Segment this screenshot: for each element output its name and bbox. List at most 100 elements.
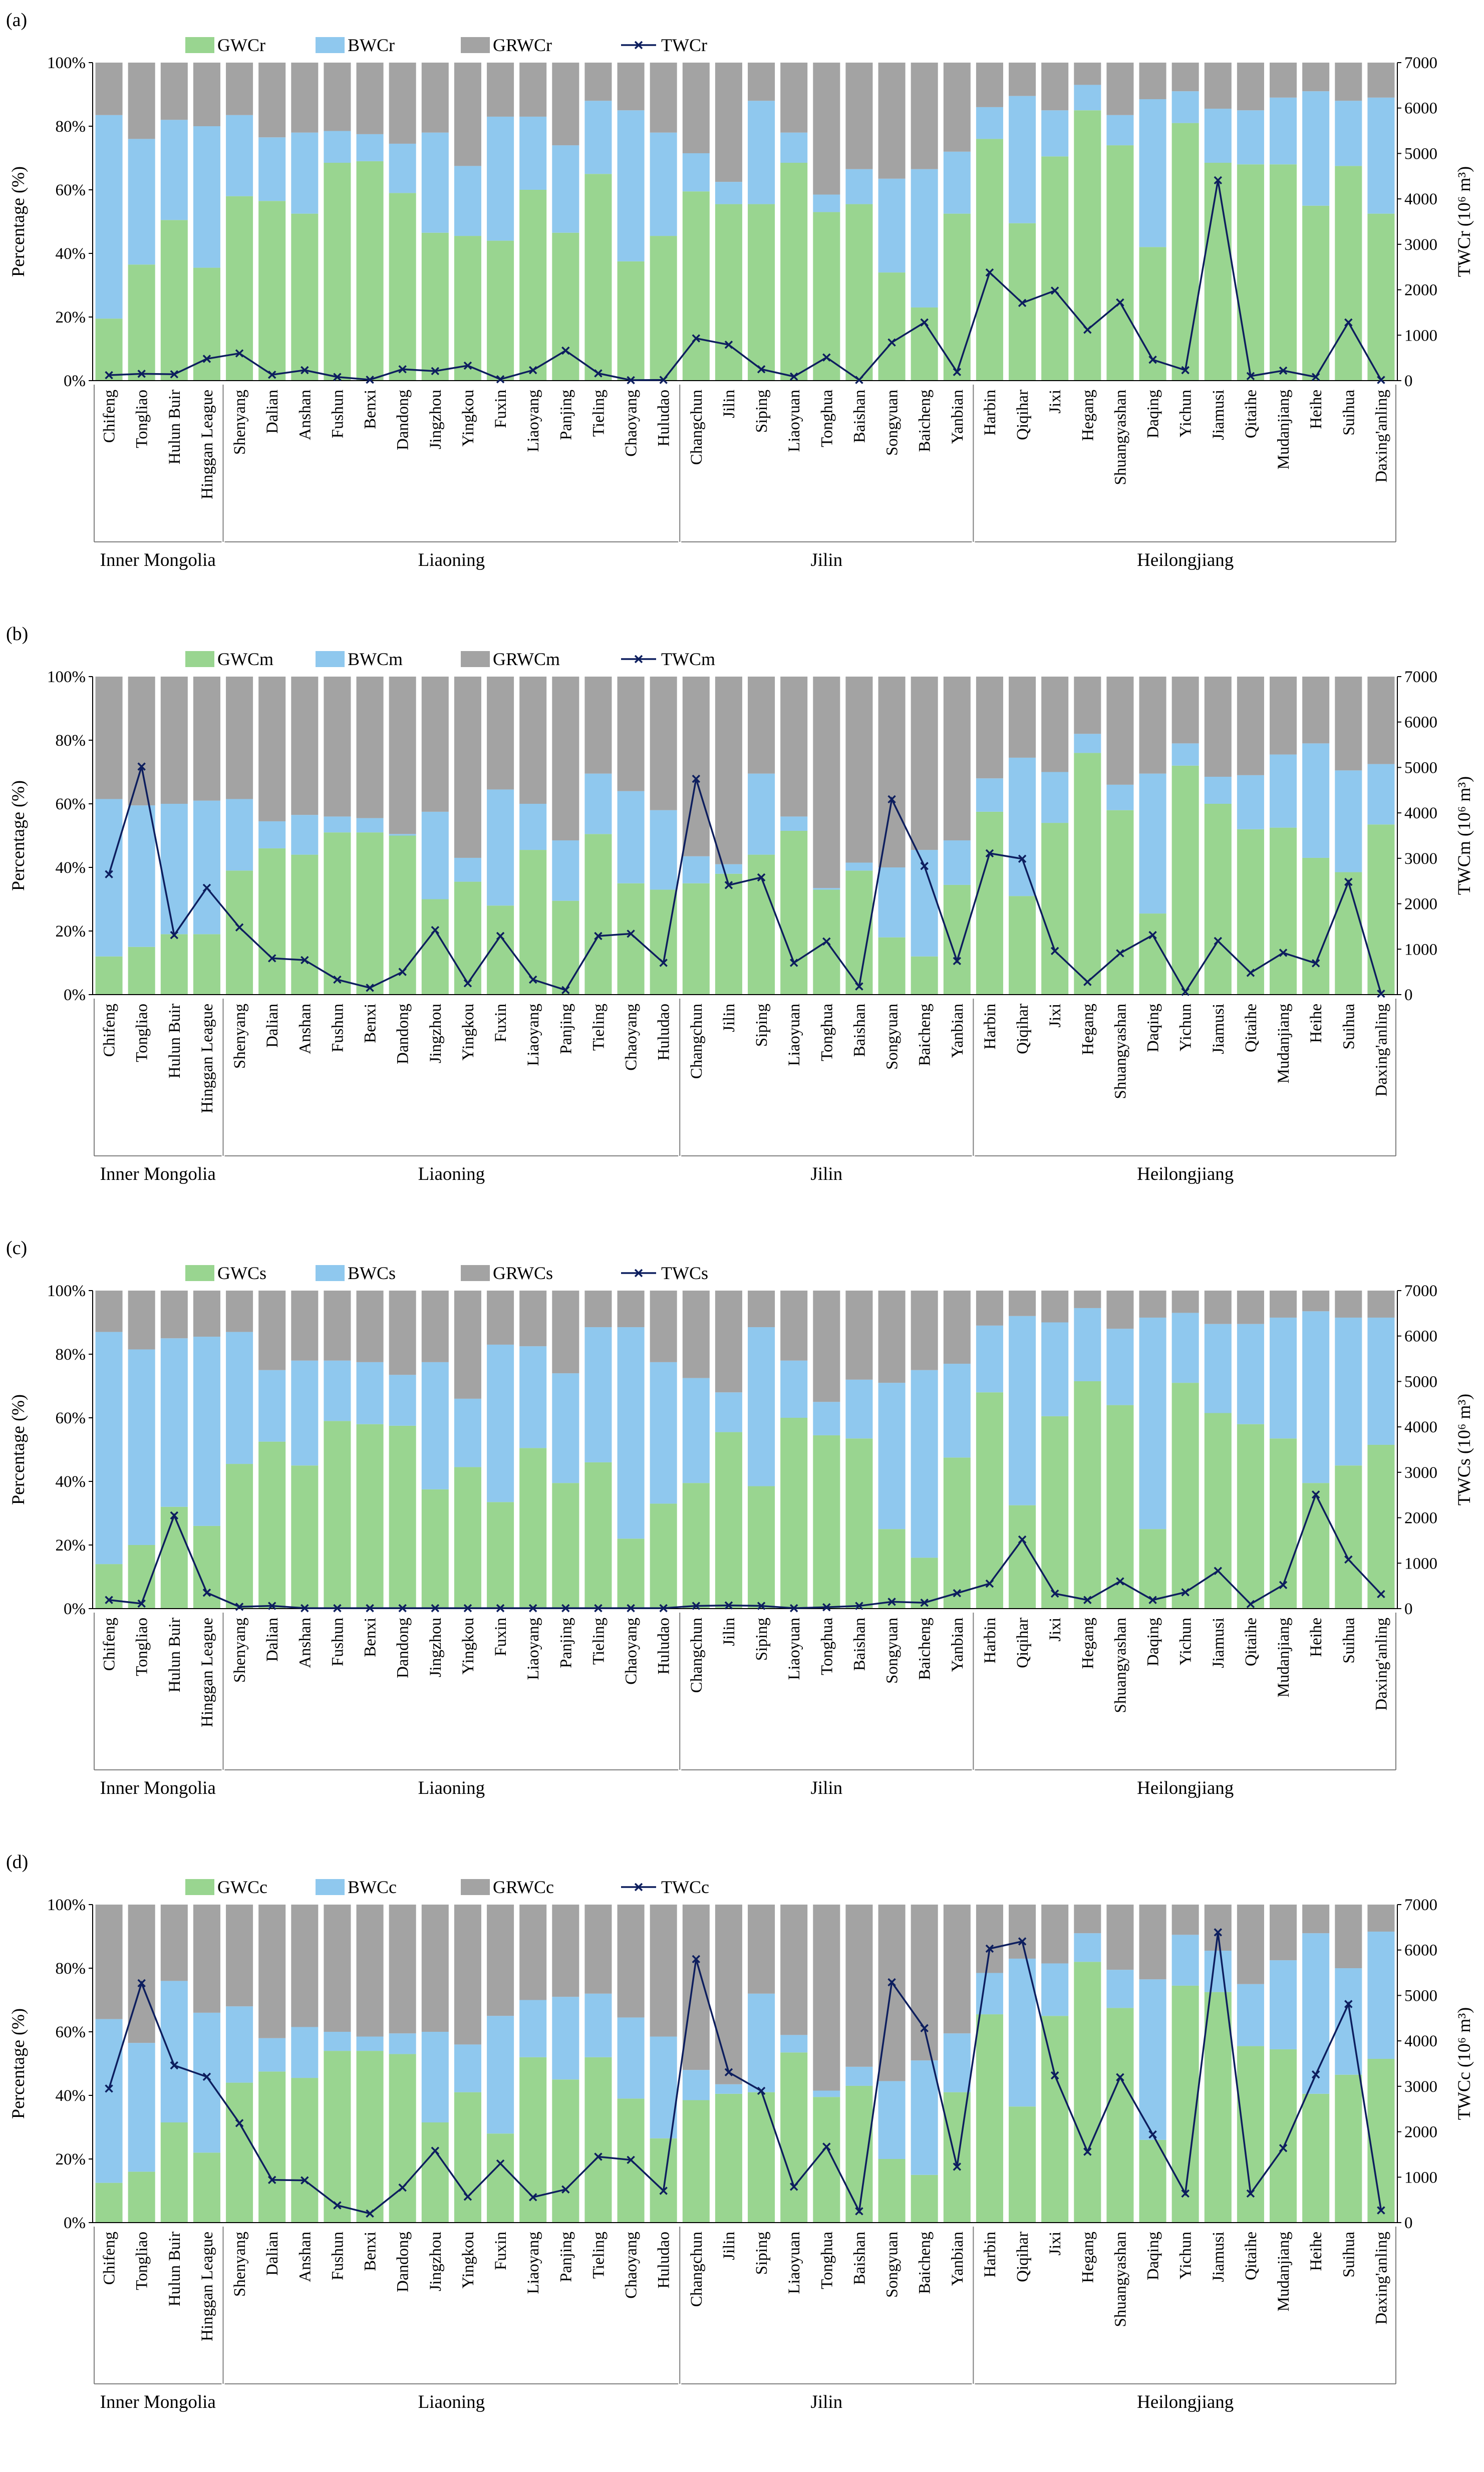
- point-twcs-32: [1148, 1596, 1157, 1604]
- bar-bwcs-28: [1009, 1316, 1036, 1505]
- bar-grwcr-4: [226, 63, 253, 115]
- y2-tick-label: 2000: [1404, 895, 1437, 913]
- bar-bwcr-37: [1302, 91, 1330, 206]
- bar-bwcr-7: [324, 131, 351, 163]
- point-twcc-1: [137, 1979, 146, 1988]
- bar-grwcs-38: [1335, 1291, 1362, 1318]
- bar-grwcm-39: [1367, 677, 1395, 764]
- bar-bwcs-37: [1302, 1311, 1330, 1483]
- y-tick-label: 20%: [56, 922, 86, 941]
- bar-grwcm-30: [1074, 677, 1101, 734]
- point-twcc-37: [1311, 2070, 1320, 2079]
- x-tick-label: Dalian: [263, 2232, 281, 2276]
- point-twcs-29: [1050, 1589, 1059, 1598]
- point-twcr-18: [692, 334, 701, 343]
- point-twcs-31: [1116, 1577, 1124, 1586]
- x-tick-label: Tongliao: [133, 2232, 151, 2290]
- province-label: Liaoning: [418, 1164, 485, 1184]
- bar-grwcr-3: [193, 63, 220, 126]
- bar-bwcc-35: [1237, 1984, 1264, 2046]
- bar-gwcr-0: [95, 319, 123, 381]
- point-twcm-37: [1311, 959, 1320, 968]
- x-tick-label: Shenyang: [231, 390, 249, 455]
- bar-bwcr-14: [552, 145, 579, 233]
- y2-tick-label: 0: [1404, 1600, 1413, 1618]
- point-twcm-6: [301, 956, 309, 965]
- point-twcs-20: [757, 1602, 766, 1610]
- bar-grwcc-4: [226, 1905, 253, 2007]
- point-twcm-9: [398, 968, 407, 976]
- point-twcm-36: [1279, 949, 1288, 957]
- x-tick-label: Hulun Buir: [166, 2232, 184, 2306]
- point-twcc-2: [170, 2061, 179, 2070]
- bar-grwcc-9: [389, 1905, 416, 2034]
- x-tick-label: Benxi: [362, 1004, 380, 1043]
- point-twcs-6: [301, 1604, 309, 1613]
- province-label: Jilin: [810, 1778, 842, 1798]
- bar-bwcs-12: [487, 1344, 514, 1502]
- bar-grwcs-6: [291, 1291, 319, 1361]
- bar-grwcm-29: [1041, 677, 1069, 772]
- bar-bwcr-34: [1204, 109, 1232, 163]
- y2-tick-label: 2000: [1404, 2123, 1437, 2141]
- bar-grwcm-26: [943, 677, 971, 841]
- bar-gwcc-11: [454, 2092, 481, 2223]
- bar-grwcm-1: [128, 677, 155, 806]
- bar-grwcr-31: [1106, 63, 1134, 115]
- bar-grwcc-36: [1270, 1905, 1297, 1961]
- point-twcs-33: [1181, 1588, 1190, 1597]
- x-tick-label: Jiamusi: [1210, 1004, 1228, 1054]
- bar-grwcr-11: [454, 63, 481, 166]
- bar-grwcs-25: [911, 1291, 938, 1370]
- bar-grwcr-30: [1074, 63, 1101, 85]
- bar-gwcm-0: [95, 956, 123, 995]
- x-tick-label: Panjing: [557, 2232, 575, 2282]
- x-tick-label: Siping: [753, 1004, 771, 1047]
- x-tick-label: Baishan: [850, 2232, 868, 2285]
- y-tick-label: 0%: [64, 1600, 86, 1618]
- point-twcr-27: [985, 268, 994, 277]
- bar-gwcr-33: [1171, 123, 1199, 381]
- bar-bwcc-25: [911, 2060, 938, 2175]
- point-twcm-25: [920, 862, 929, 870]
- bar-gwcr-17: [650, 236, 677, 381]
- bar-grwcc-39: [1367, 1905, 1395, 1932]
- bar-grwcr-18: [682, 63, 710, 153]
- bar-gwcm-34: [1204, 804, 1232, 995]
- bar-grwcc-12: [487, 1905, 514, 2016]
- x-tick-label: Tieling: [589, 1618, 608, 1665]
- bar-gwcr-23: [845, 204, 873, 381]
- x-tick-label: Hinggan League: [198, 390, 216, 499]
- bar-grwcm-15: [584, 677, 612, 774]
- x-tick-label: Tonghua: [818, 2232, 836, 2289]
- y-tick-label: 80%: [56, 118, 86, 136]
- bar-gwcc-2: [160, 2122, 188, 2223]
- x-tick-label: Daxing'anling: [1372, 390, 1390, 483]
- x-tick-label: Chifeng: [101, 1004, 119, 1057]
- bar-gwcr-35: [1237, 164, 1264, 381]
- y2-tick-label: 3000: [1404, 236, 1437, 254]
- bar-grwcr-2: [160, 63, 188, 120]
- x-tick-label: Jilin: [720, 390, 738, 418]
- bar-bwcm-1: [128, 805, 155, 947]
- bar-grwcc-6: [291, 1905, 319, 2027]
- bar-gwcm-4: [226, 870, 253, 995]
- province-label: Heilongjiang: [1137, 1164, 1234, 1184]
- point-twcm-28: [1018, 854, 1027, 863]
- y-tick-label: 100%: [47, 54, 86, 72]
- x-tick-label: Huludao: [655, 1004, 673, 1061]
- bar-grwcc-31: [1106, 1905, 1134, 1970]
- x-tick-label: Jingzhou: [427, 1004, 445, 1063]
- bar-grwcs-0: [95, 1291, 123, 1332]
- bar-gwcc-30: [1074, 1962, 1101, 2223]
- point-twcs-23: [855, 1602, 863, 1610]
- bar-bwcr-5: [258, 137, 286, 201]
- legend-marker-twcs: [634, 1269, 643, 1278]
- point-twcm-23: [855, 982, 863, 991]
- bar-bwcc-23: [845, 2066, 873, 2086]
- y2-tick-label: 1000: [1404, 2169, 1437, 2187]
- x-tick-label: Shuangyashan: [1111, 2232, 1129, 2327]
- bar-grwcr-9: [389, 63, 416, 144]
- bar-grwcs-3: [193, 1291, 220, 1337]
- bar-gwcs-28: [1009, 1505, 1036, 1609]
